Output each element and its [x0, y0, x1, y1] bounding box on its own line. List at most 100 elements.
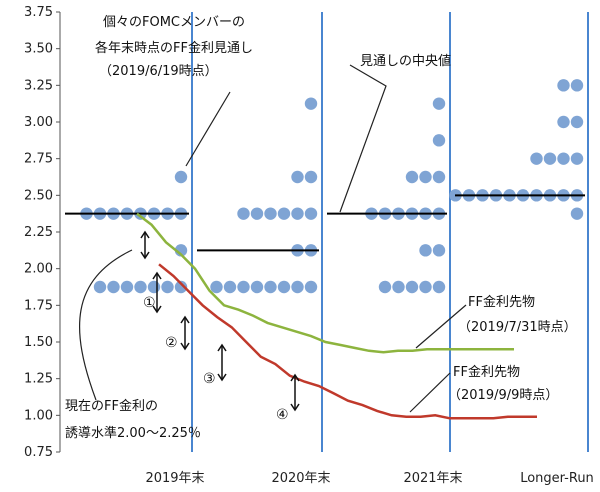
fomc-dot — [570, 79, 584, 92]
fomc-dot — [210, 280, 223, 294]
y-tick-label: 1.50 — [24, 335, 53, 350]
current-leader-line — [79, 249, 133, 401]
fomc-dot — [432, 170, 446, 184]
x-category-label: 2019年末 — [145, 471, 204, 486]
fomc-dot — [134, 280, 147, 294]
x-category-label: Longer-Run — [520, 471, 594, 486]
y-tick-label: 3.25 — [24, 78, 53, 93]
gap-4: ④ — [276, 407, 289, 423]
futures1-label-2: （2019/7/31時点） — [458, 320, 577, 335]
fomc-dot — [223, 280, 237, 294]
median-label: 見通しの中央値 — [360, 53, 451, 69]
y-axis: 0.75 1.00 1.25 1.50 1.75 2.00 2.25 2.50 2.75 3.00… — [24, 5, 61, 460]
gap-arrow-head — [290, 403, 300, 412]
futures1-leader-line — [415, 304, 467, 349]
fomc-dot — [174, 280, 188, 294]
fomc-dot — [432, 244, 446, 257]
fomc-dot — [419, 280, 432, 294]
gap-arrow-head — [180, 315, 190, 324]
y-tick-label: 1.00 — [24, 408, 53, 423]
dots-title-1: 個々のFOMCメンバーの — [103, 15, 245, 30]
fomc-dot — [543, 152, 557, 165]
median-leader-line — [339, 64, 387, 213]
fomc-dot — [432, 97, 446, 110]
fomc-dot — [392, 280, 405, 294]
fomc-dot — [570, 152, 584, 165]
gap-arrow-head — [152, 305, 162, 314]
median-lines — [65, 194, 585, 252]
category-dividers — [191, 12, 589, 452]
fomc-dots — [80, 79, 584, 294]
futures1-label-1: FF金利先物 — [468, 294, 535, 310]
y-tick-label: 3.75 — [24, 5, 53, 20]
current-label-1: 現在のFF金利の — [65, 398, 158, 414]
gap-1: ① — [143, 295, 156, 311]
fomc-dot — [557, 152, 570, 165]
futures2-label-2: （2019/9/9時点） — [448, 388, 558, 403]
y-tick-label: 0.75 — [24, 445, 53, 460]
fomc-dot — [557, 115, 570, 129]
futures-lines — [136, 212, 537, 420]
fomc-dot — [291, 170, 304, 184]
fomc-dot — [93, 280, 107, 294]
gap-arrow-head — [140, 230, 150, 239]
fomc-dot — [250, 280, 264, 294]
futures-line — [158, 263, 537, 420]
fomc-dot — [405, 170, 419, 184]
y-tick-label: 1.75 — [24, 298, 53, 313]
fomc-dot — [570, 115, 584, 129]
fomc-dot — [161, 280, 174, 294]
futures-line — [136, 212, 514, 354]
fomc-dot — [147, 280, 161, 294]
fomc-dot — [291, 207, 304, 220]
arrows — [79, 64, 467, 413]
fomc-dot — [237, 207, 250, 220]
fomc-dot — [304, 207, 318, 220]
fomc-dot — [419, 170, 432, 184]
fomc-dot — [570, 207, 584, 220]
fomc-dot — [277, 280, 291, 294]
gap-arrow-head — [217, 343, 227, 352]
y-tick-label: 2.00 — [24, 262, 53, 277]
gap-2: ② — [165, 335, 178, 351]
y-tick-label: 2.25 — [24, 225, 53, 240]
x-category-label: 2020年末 — [271, 471, 330, 486]
fomc-dot — [120, 280, 134, 294]
dots-title-3: （2019/6/19時点） — [99, 64, 218, 79]
fomc-dot — [432, 280, 446, 294]
y-tick-label: 3.50 — [24, 42, 53, 57]
futures2-leader-line — [409, 372, 451, 413]
fomc-dot — [107, 280, 120, 294]
current-label-2: 誘導水準2.00～2.25％ — [65, 425, 201, 441]
fomc-dot — [304, 170, 318, 184]
fomc-dot — [304, 280, 318, 294]
fomc-dot — [291, 280, 304, 294]
fomc-dot — [264, 207, 277, 220]
x-axis-categories: 2019年末 2020年末 2021年末 Longer-Run — [145, 471, 593, 486]
x-category-label: 2021年末 — [403, 471, 462, 486]
fomc-dot — [419, 244, 432, 257]
fomc-dot — [405, 280, 419, 294]
fomc-dot — [174, 170, 188, 184]
gap-3: ③ — [203, 371, 216, 387]
fomc-dot — [277, 207, 291, 220]
fomc-dot — [557, 79, 570, 92]
y-tick-label: 3.00 — [24, 115, 53, 130]
fomc-dot — [530, 152, 543, 165]
y-tick-label: 1.25 — [24, 372, 53, 387]
gap-arrow-head — [140, 251, 150, 260]
gap-arrow-head — [217, 373, 227, 382]
y-tick-label: 2.50 — [24, 188, 53, 203]
fomc-dot — [250, 207, 264, 220]
gap-arrow-head — [180, 342, 190, 351]
fomc-dot — [378, 280, 392, 294]
fomc-dot — [237, 280, 250, 294]
fomc-dot — [264, 280, 277, 294]
y-tick-label: 2.75 — [24, 152, 53, 167]
futures2-label-1: FF金利先物 — [453, 364, 520, 380]
fomc-dot — [432, 134, 446, 147]
gap-arrow-head — [152, 271, 162, 280]
gap-arrow-head — [290, 373, 300, 382]
dots-title-2: 各年末時点のFF金利見通し — [95, 40, 253, 56]
